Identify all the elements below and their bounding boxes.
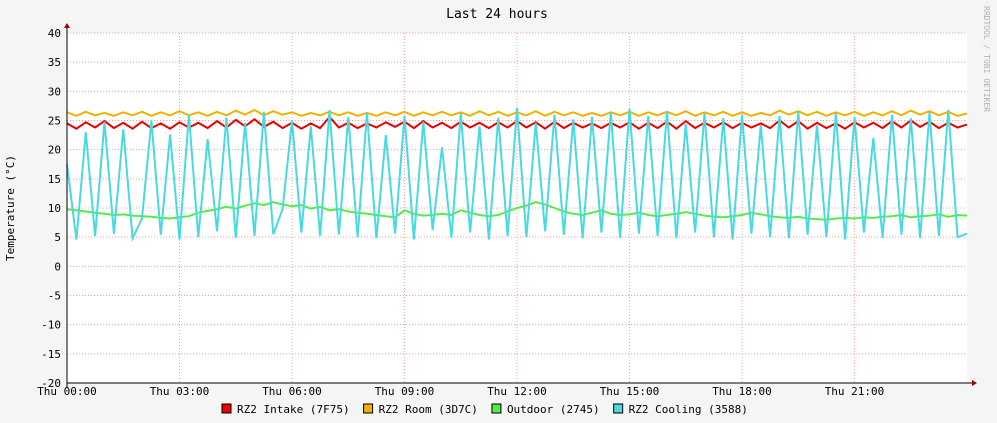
y-tick-label: 30 xyxy=(48,85,61,98)
y-tick-label: 40 xyxy=(48,27,61,40)
y-tick-label: 35 xyxy=(48,56,61,69)
y-tick-label: 15 xyxy=(48,173,61,186)
y-tick-label: 0 xyxy=(54,260,61,273)
y-tick-label: -20 xyxy=(41,377,61,390)
legend-label: RZ2 Intake (7F75) xyxy=(237,403,350,416)
series-line xyxy=(66,201,968,221)
side-text: RRDTOOL / TOBI OETIKER xyxy=(982,6,991,112)
legend-swatch xyxy=(613,403,624,414)
x-tick-label: Thu 00:00 xyxy=(37,385,97,398)
y-tick-label: -10 xyxy=(41,319,61,332)
y-arrow xyxy=(64,23,70,28)
legend-label: RZ2 Cooling (3588) xyxy=(629,403,748,416)
legend-swatch xyxy=(363,403,374,414)
y-tick-label: -5 xyxy=(48,290,61,303)
x-tick-label: Thu 06:00 xyxy=(262,385,322,398)
legend-swatch xyxy=(491,403,502,414)
legend-label: Outdoor (2745) xyxy=(507,403,600,416)
x-tick-label: Thu 15:00 xyxy=(600,385,660,398)
y-axis-label: Temperature (°C) xyxy=(4,155,17,261)
y-tick-label: 20 xyxy=(48,144,61,157)
legend-label: RZ2 Room (3D7C) xyxy=(379,403,478,416)
y-tick-label: 25 xyxy=(48,115,61,128)
x-tick-label: Thu 03:00 xyxy=(150,385,210,398)
series-line xyxy=(66,107,968,243)
lines xyxy=(66,107,968,243)
legend-swatch xyxy=(221,403,232,414)
legend: RZ2 Intake (7F75) RZ2 Room (3D7C) Outdoor … xyxy=(221,403,748,416)
x-arrow xyxy=(972,380,977,386)
y-tick-label: 10 xyxy=(48,202,61,215)
x-tick-label: Thu 21:00 xyxy=(825,385,885,398)
x-tick-label: Thu 09:00 xyxy=(375,385,435,398)
y-tick-label: 5 xyxy=(54,231,61,244)
x-tick-label: Thu 12:00 xyxy=(487,385,547,398)
chart-title: Last 24 hours xyxy=(446,7,548,22)
y-tick-label: -15 xyxy=(41,348,61,361)
x-tick-label: Thu 18:00 xyxy=(712,385,772,398)
